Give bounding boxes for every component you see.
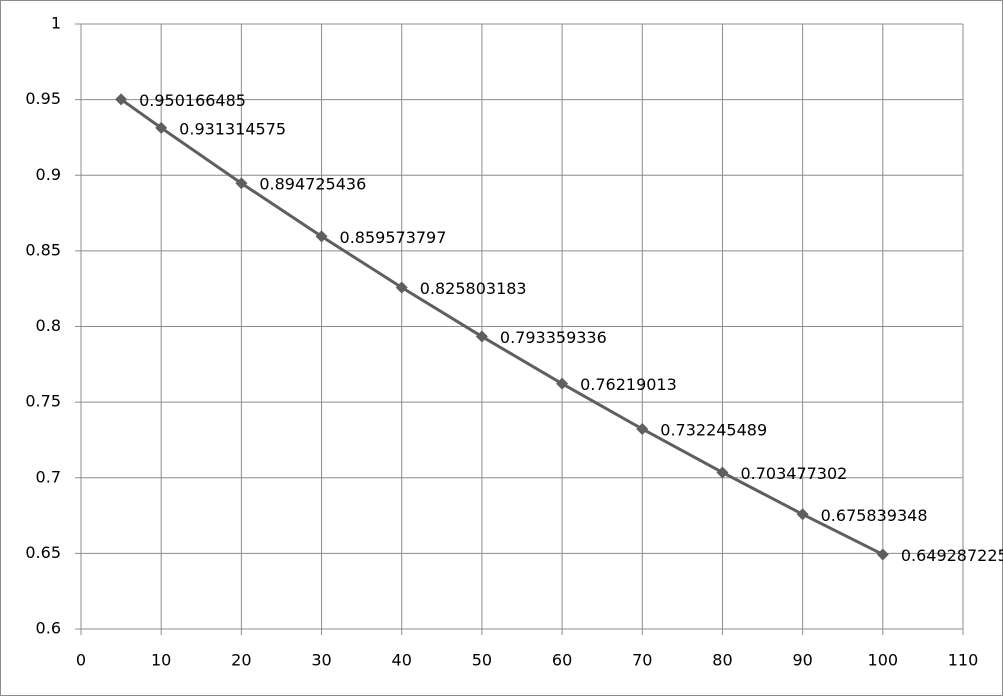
y-tick-label: 0.95 <box>25 89 61 108</box>
y-tick-label: 0.75 <box>25 392 61 411</box>
y-tick-label: 0.7 <box>36 467 61 486</box>
marker <box>115 93 128 106</box>
x-tick-label: 30 <box>311 651 331 670</box>
marker <box>796 508 809 521</box>
data-label: 0.950166485 <box>139 91 246 110</box>
marker <box>395 281 408 294</box>
data-label: 0.649287225 <box>901 546 1003 565</box>
y-tick-label: 0.8 <box>36 316 61 335</box>
x-tick-label: 110 <box>948 651 979 670</box>
x-tick-label: 50 <box>472 651 492 670</box>
x-tick-label: 0 <box>76 651 86 670</box>
data-label: 0.732245489 <box>660 420 767 439</box>
marker <box>235 177 248 190</box>
data-label: 0.931314575 <box>179 119 286 138</box>
y-tick-label: 0.6 <box>36 619 61 638</box>
x-tick-label: 60 <box>552 651 572 670</box>
y-tick-label: 1 <box>51 14 61 33</box>
x-tick-label: 90 <box>792 651 812 670</box>
data-label: 0.825803183 <box>420 279 527 298</box>
x-tick-label: 70 <box>632 651 652 670</box>
data-label: 0.703477302 <box>740 464 847 483</box>
marker <box>556 377 569 390</box>
y-tick-label: 0.9 <box>36 165 61 184</box>
marker <box>636 422 649 435</box>
x-tick-label: 20 <box>231 651 251 670</box>
x-tick-label: 80 <box>712 651 732 670</box>
marker <box>315 230 328 243</box>
marker <box>716 466 729 479</box>
marker <box>876 548 889 561</box>
data-label: 0.675839348 <box>821 506 928 525</box>
y-tick-label: 0.65 <box>25 543 61 562</box>
marker <box>475 330 488 343</box>
data-label: 0.76219013 <box>580 375 677 394</box>
data-label: 0.859573797 <box>340 228 447 247</box>
y-tick-label: 0.85 <box>25 240 61 259</box>
x-tick-label: 10 <box>151 651 171 670</box>
x-tick-label: 100 <box>868 651 899 670</box>
data-label: 0.894725436 <box>259 175 366 194</box>
x-tick-label: 40 <box>392 651 412 670</box>
data-label: 0.793359336 <box>500 328 607 347</box>
marker <box>155 121 168 134</box>
